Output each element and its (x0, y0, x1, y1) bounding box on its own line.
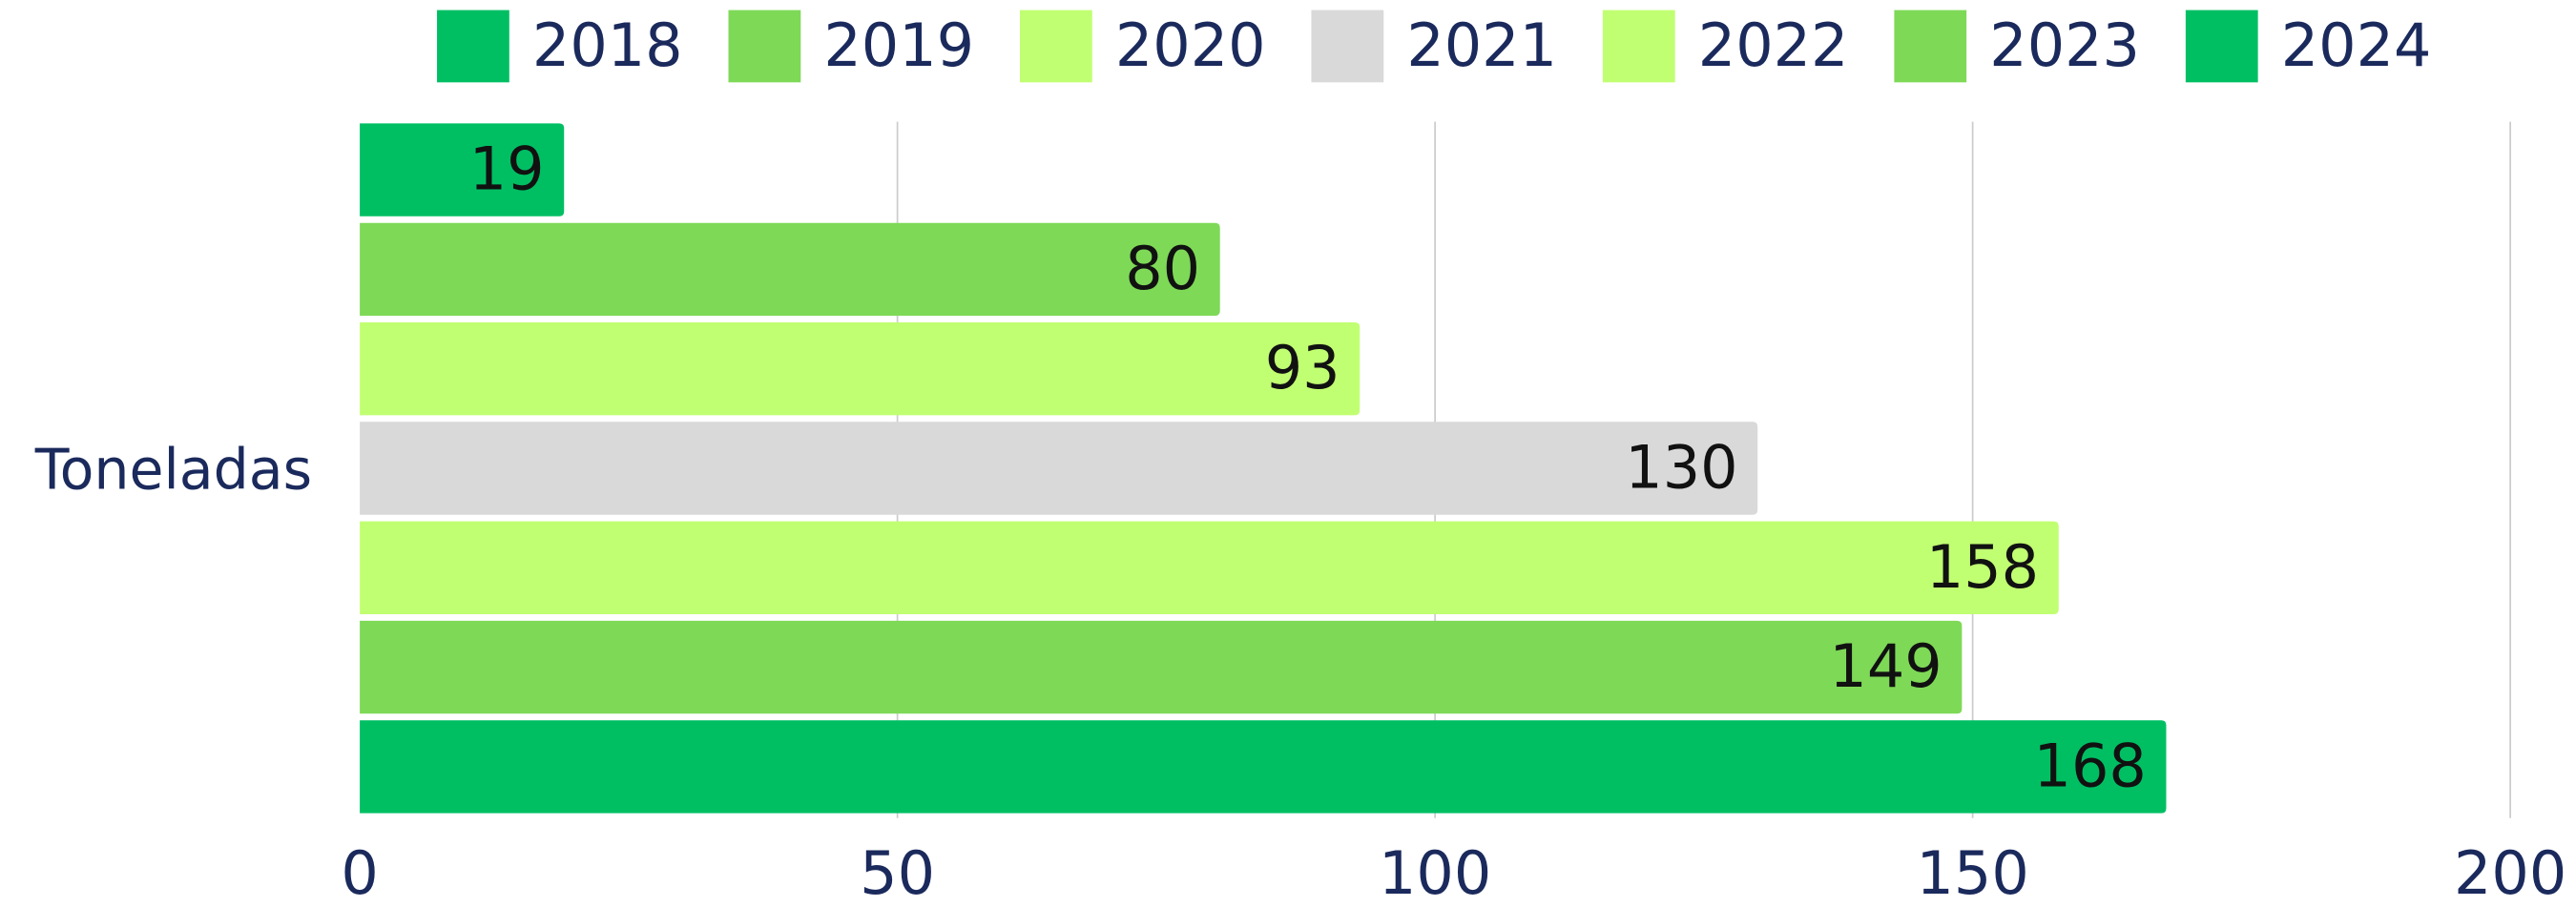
bar (360, 321, 1361, 416)
data-label: 130 (1625, 433, 1737, 503)
legend-label: 2021 (1406, 10, 1557, 80)
legend-label: 2022 (1698, 10, 1849, 80)
legend-label: 2024 (2281, 10, 2432, 80)
legend-swatch (728, 10, 801, 83)
bar (360, 422, 1758, 515)
x-tick-label: 100 (1379, 838, 1491, 907)
data-label: 158 (1926, 532, 2039, 602)
legend-label: 2018 (532, 10, 683, 80)
legend-swatch (1894, 10, 1967, 83)
data-label: 19 (469, 134, 545, 204)
bar (360, 620, 1963, 714)
legend-swatch (1602, 10, 1675, 83)
data-label: 149 (1829, 631, 1942, 701)
bar (360, 123, 565, 216)
data-label: 93 (1265, 333, 1340, 402)
data-label: 80 (1125, 234, 1200, 303)
legend-label: 2019 (823, 10, 974, 80)
x-tick-label: 150 (1916, 838, 2028, 907)
legend-swatch (1311, 10, 1384, 83)
legend-label: 2023 (1989, 10, 2140, 80)
x-tick-label: 50 (860, 838, 935, 907)
x-tick-label: 200 (2454, 838, 2566, 907)
y-tick-label: Toneladas (34, 437, 312, 502)
legend-swatch (437, 10, 509, 83)
bar (360, 720, 2167, 814)
x-tick-label: 0 (341, 838, 378, 907)
bar (360, 521, 2059, 615)
bar (360, 222, 1220, 317)
legend-label: 2020 (1115, 10, 1266, 80)
legend-swatch (2185, 10, 2258, 83)
legend-swatch (1019, 10, 1092, 83)
data-label: 168 (2034, 731, 2147, 800)
